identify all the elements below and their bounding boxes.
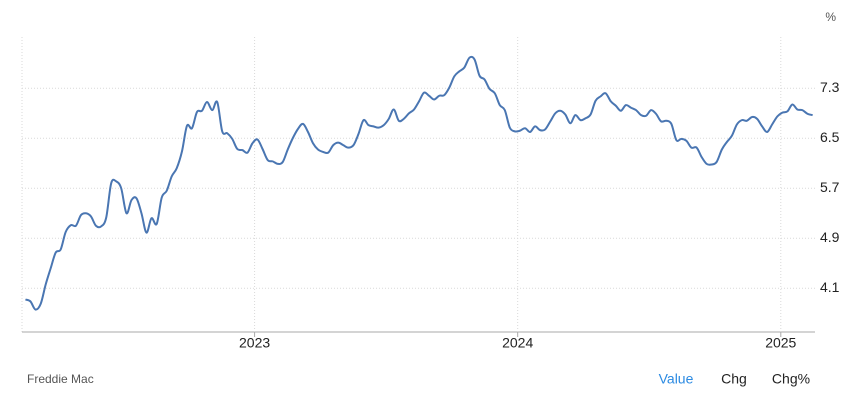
y-tick-label: 6.5 <box>820 129 840 145</box>
y-tick-label: 7.3 <box>820 79 840 95</box>
tab-chg-pct[interactable]: Chg% <box>772 371 810 387</box>
data-line <box>25 55 813 311</box>
source: Freddie Mac <box>27 372 94 386</box>
x-tick-label: 2023 <box>239 335 270 351</box>
x-tick-label: 2025 <box>765 335 796 351</box>
y-tick-label: 4.9 <box>820 229 840 245</box>
tab-chg[interactable]: Chg <box>721 371 747 387</box>
y-tick-label: 4.1 <box>820 279 840 295</box>
y-unit: % <box>825 10 836 24</box>
tab-value[interactable]: Value <box>659 371 694 387</box>
x-tick-label: 2024 <box>502 335 533 351</box>
y-tick-label: 5.7 <box>820 179 840 195</box>
